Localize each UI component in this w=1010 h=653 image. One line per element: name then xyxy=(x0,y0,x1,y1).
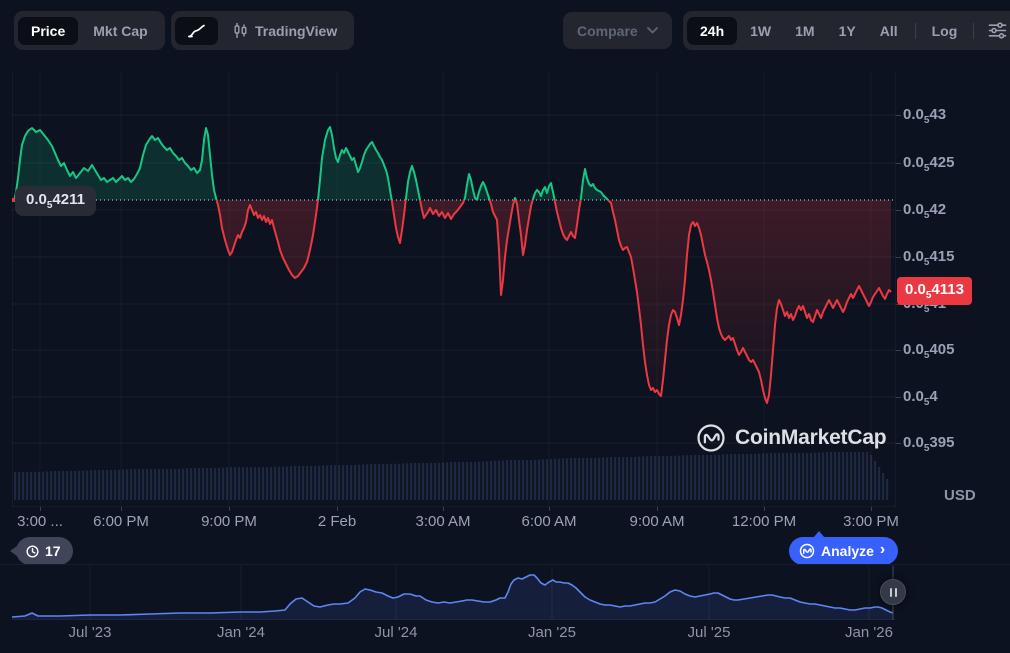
currency-unit-label: USD xyxy=(944,487,976,504)
navigator-axis-label: Jul '25 xyxy=(687,624,731,641)
y-axis-label: 0.05415 xyxy=(903,248,955,268)
navigator-axis-label: Jan '25 xyxy=(528,624,576,641)
coinmarketcap-watermark: CoinMarketCap xyxy=(696,423,887,453)
tradingview-chart-type-button[interactable]: TradingView xyxy=(220,16,350,45)
chevron-down-icon xyxy=(646,27,658,34)
x-axis-label: 6:00 AM xyxy=(521,513,577,530)
navigator-separator xyxy=(0,564,1010,565)
y-axis-tick xyxy=(896,115,901,116)
x-axis-tick xyxy=(764,507,765,511)
chart-type-toggle-group: TradingView xyxy=(171,11,355,50)
navigator-axis-label: Jan '24 xyxy=(217,624,265,641)
y-axis-tick xyxy=(896,210,901,211)
y-axis-tick xyxy=(896,397,901,398)
x-axis-label: 3:00 PM xyxy=(843,513,899,530)
range-1w-button[interactable]: 1W xyxy=(739,17,782,45)
x-axis-tick xyxy=(229,507,230,511)
coinmarketcap-logo-icon xyxy=(799,543,815,559)
toolbar-divider xyxy=(914,22,916,39)
y-axis-tick xyxy=(896,163,901,164)
time-range-group: 24h 1W 1M 1Y All Log xyxy=(683,11,1010,50)
x-axis-tick xyxy=(337,507,338,511)
candlestick-icon xyxy=(233,22,248,39)
current-price-badge: 0.054113 xyxy=(897,277,972,305)
range-24h-button[interactable]: 24h xyxy=(687,16,738,45)
navigator-axis-label: Jul '23 xyxy=(68,624,112,641)
y-axis-label: 0.0542 xyxy=(903,201,947,221)
range-navigator-handle[interactable] xyxy=(880,579,906,605)
chart-settings-button[interactable] xyxy=(980,16,1010,45)
x-axis-tick xyxy=(40,507,41,511)
range-navigator-chart[interactable] xyxy=(12,566,896,620)
line-chart-type-button[interactable] xyxy=(175,16,218,45)
range-1y-button[interactable]: 1Y xyxy=(828,17,867,45)
y-axis-tick xyxy=(896,350,901,351)
log-scale-button[interactable]: Log xyxy=(922,17,968,45)
line-chart-icon xyxy=(187,23,206,39)
chevron-right-icon: › xyxy=(879,541,886,558)
coinmarketcap-wordmark: CoinMarketCap xyxy=(735,426,887,449)
x-axis-tick xyxy=(871,507,872,511)
compare-button[interactable]: Compare xyxy=(563,12,672,49)
open-price-label: 0.054211 xyxy=(15,186,96,216)
x-axis-label: 3:00 AM xyxy=(415,513,471,530)
y-axis-label: 0.05405 xyxy=(903,341,955,361)
settings-sliders-icon xyxy=(988,22,1007,39)
x-axis-label: 2 Feb xyxy=(317,513,357,530)
history-count: 17 xyxy=(45,543,61,559)
navigator-axis-label: Jan '26 xyxy=(845,624,893,641)
mktcap-toggle-button[interactable]: Mkt Cap xyxy=(80,17,160,45)
navigator-axis-label: Jul '24 xyxy=(374,624,418,641)
coinmarketcap-logo-icon xyxy=(696,423,726,453)
price-mktcap-toggle-group: Price Mkt Cap xyxy=(14,11,165,50)
analyze-button[interactable]: Analyze › xyxy=(789,531,899,565)
x-axis-label: 9:00 PM xyxy=(201,513,257,530)
price-toggle-button[interactable]: Price xyxy=(18,16,79,45)
history-clock-icon xyxy=(25,544,40,559)
x-axis-label: 12:00 PM xyxy=(731,513,797,530)
x-axis-label: 9:00 AM xyxy=(629,513,685,530)
range-all-button[interactable]: All xyxy=(869,17,909,45)
toolbar-divider xyxy=(973,22,975,39)
y-axis-label: 0.05395 xyxy=(903,434,955,454)
y-axis-label: 0.05425 xyxy=(903,154,955,174)
x-axis-tick xyxy=(549,507,550,511)
history-count-button[interactable]: 17 xyxy=(10,537,73,565)
x-axis-tick xyxy=(121,507,122,511)
x-axis-label: 3:00 ... xyxy=(17,513,63,530)
x-axis-tick xyxy=(657,507,658,511)
x-axis-label: 6:00 PM xyxy=(93,513,149,530)
y-axis-tick xyxy=(896,257,901,258)
y-axis-label: 0.054 xyxy=(903,388,938,408)
y-axis-tick xyxy=(896,443,901,444)
main-price-chart[interactable] xyxy=(12,71,896,507)
y-axis-label: 0.0543 xyxy=(903,106,947,126)
compare-label: Compare xyxy=(577,22,638,39)
range-1m-button[interactable]: 1M xyxy=(784,17,825,45)
tradingview-label: TradingView xyxy=(255,22,338,39)
x-axis-tick xyxy=(443,507,444,511)
analyze-label: Analyze xyxy=(821,543,874,559)
